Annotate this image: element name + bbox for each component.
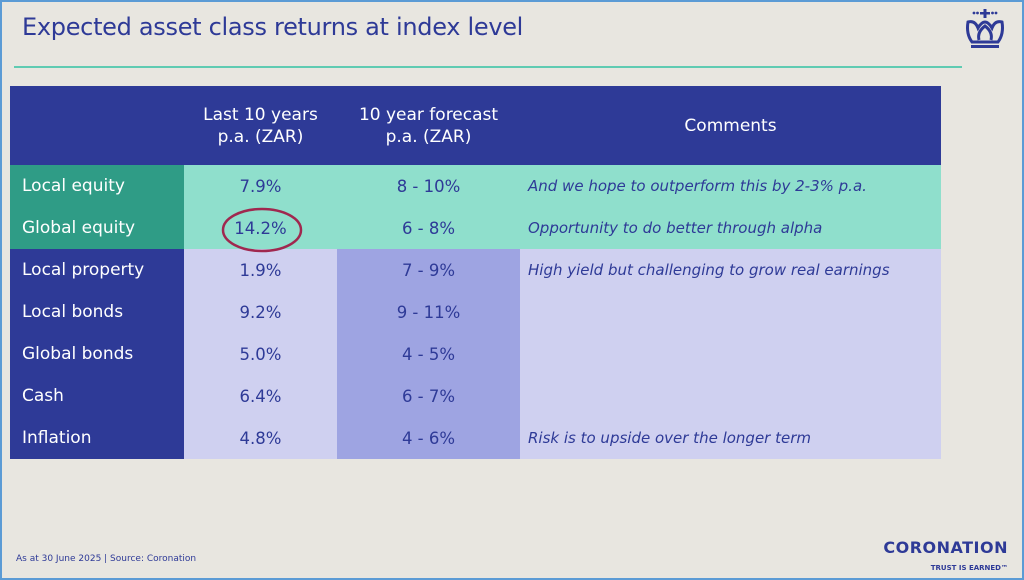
forecast-value: 7 - 9%: [337, 249, 520, 291]
brand-logo: CORONATION: [883, 538, 1008, 557]
asset-label: Local bonds: [10, 291, 184, 333]
comment: Opportunity to do better through alpha: [520, 207, 941, 249]
last-10-years-value: 5.0%: [184, 333, 337, 375]
comment: Risk is to upside over the longer term: [520, 417, 941, 459]
brand-tagline: TRUST IS EARNED™: [930, 564, 1008, 572]
last-10-years-value: 7.9%: [184, 165, 337, 207]
table-row: Global equity 14.2% 6 - 8% Opportunity to d…: [10, 207, 941, 249]
crown-icon: [966, 9, 1004, 48]
column-header: Comments: [520, 86, 941, 165]
table-row: Local property 1.9% 7 - 9% High yield but c…: [10, 249, 941, 291]
comment: [520, 291, 941, 333]
asset-label: Local property: [10, 249, 184, 291]
forecast-value: 4 - 6%: [337, 417, 520, 459]
comment: [520, 333, 941, 375]
asset-label: Inflation: [10, 417, 184, 459]
asset-label: Local equity: [10, 165, 184, 207]
forecast-value: 8 - 10%: [337, 165, 520, 207]
comment: [520, 375, 941, 417]
forecast-value: 6 - 7%: [337, 375, 520, 417]
table-row: Global bonds 5.0% 4 - 5%: [10, 333, 941, 375]
table-row: Cash 6.4% 6 - 7%: [10, 375, 941, 417]
asset-label: Cash: [10, 375, 184, 417]
column-header: [10, 86, 184, 165]
last-10-years-value: 9.2%: [184, 291, 337, 333]
last-10-years-value: 14.2%: [184, 207, 337, 249]
forecast-value: 4 - 5%: [337, 333, 520, 375]
column-header: 10 year forecast p.a. (ZAR): [337, 86, 520, 165]
table-row: Local bonds 9.2% 9 - 11%: [10, 291, 941, 333]
asset-label: Global bonds: [10, 333, 184, 375]
comment: High yield but challenging to grow real …: [520, 249, 941, 291]
title-divider: [14, 66, 962, 68]
source-note: As at 30 June 2025 | Source: Coronation: [16, 554, 197, 564]
last-10-years-value: 4.8%: [184, 417, 337, 459]
table-row: Local equity 7.9% 8 - 10% And we hope to ou…: [10, 165, 941, 207]
column-header: Last 10 years p.a. (ZAR): [184, 86, 337, 165]
last-10-years-value: 6.4%: [184, 375, 337, 417]
asset-label: Global equity: [10, 207, 184, 249]
page-title: Expected asset class returns at index le…: [22, 13, 524, 41]
forecast-value: 6 - 8%: [337, 207, 520, 249]
comment: And we hope to outperform this by 2-3% p…: [520, 165, 941, 207]
last-10-years-value: 1.9%: [184, 249, 337, 291]
table-row: Inflation 4.8% 4 - 6% Risk is to upside ove…: [10, 417, 941, 459]
returns-table: Last 10 years p.a. (ZAR) 10 year forecast…: [10, 86, 941, 459]
forecast-value: 9 - 11%: [337, 291, 520, 333]
highlight-circle: [221, 207, 303, 253]
